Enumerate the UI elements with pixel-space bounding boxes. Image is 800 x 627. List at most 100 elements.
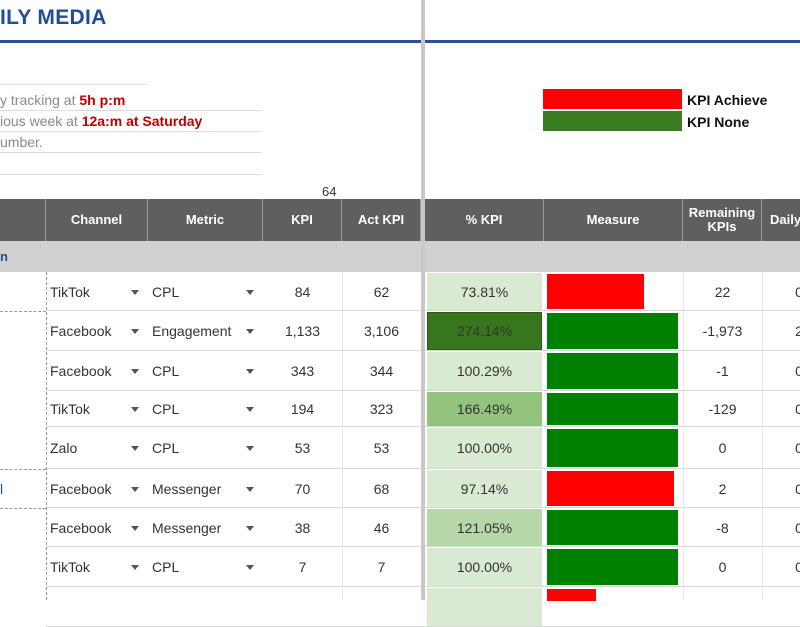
- channel-cell[interactable]: Zalo: [50, 440, 78, 456]
- note-number: umber.: [0, 134, 43, 150]
- pct-kpi-cell[interactable]: 100.00%: [427, 428, 542, 468]
- row-count: 64: [322, 184, 337, 199]
- remaining-kpis-cell[interactable]: 2: [718, 480, 727, 497]
- daily-cell[interactable]: 0: [795, 480, 800, 497]
- kpi-cell[interactable]: 1,133: [284, 323, 321, 339]
- channel-cell[interactable]: TikTok: [50, 401, 90, 417]
- kpi-cell[interactable]: 343: [290, 363, 315, 379]
- metric-cell[interactable]: Messenger: [152, 480, 222, 497]
- header-act-kpi[interactable]: Act KPI: [342, 199, 421, 241]
- daily-cell[interactable]: 0: [795, 440, 800, 456]
- channel-cell[interactable]: Facebook: [50, 480, 112, 497]
- measure-bar: [547, 393, 678, 425]
- kpi-cell[interactable]: 7: [298, 559, 307, 575]
- act-kpi-cell[interactable]: 344: [369, 363, 394, 379]
- remaining-kpis-cell[interactable]: 22: [714, 283, 731, 300]
- daily-cell[interactable]: 0: [795, 401, 800, 417]
- act-kpi-cell[interactable]: 46: [373, 519, 390, 536]
- channel-dropdown-icon[interactable]: [131, 369, 139, 374]
- daily-cell[interactable]: 2: [795, 323, 800, 339]
- kpi-cell[interactable]: 38: [294, 519, 311, 536]
- metric-cell[interactable]: CPL: [152, 283, 180, 300]
- act-kpi-cell[interactable]: 3,106: [363, 323, 400, 339]
- remaining-kpis-cell[interactable]: -129: [708, 401, 737, 417]
- measure-bar: [547, 510, 678, 545]
- metric-cell[interactable]: Messenger: [152, 519, 222, 536]
- metric-cell[interactable]: CPL: [152, 440, 180, 456]
- kpi-cell[interactable]: 194: [290, 401, 315, 417]
- remaining-kpis-cell[interactable]: -8: [716, 519, 729, 536]
- metric-dropdown-icon[interactable]: [246, 525, 254, 531]
- channel-dropdown-icon[interactable]: [131, 289, 139, 295]
- metric-cell[interactable]: CPL: [152, 363, 180, 379]
- channel-cell[interactable]: TikTok: [50, 283, 90, 300]
- metric-cell[interactable]: Engagement: [152, 323, 232, 339]
- metric-cell[interactable]: CPL: [152, 401, 180, 417]
- act-kpi-cell[interactable]: 323: [369, 401, 394, 417]
- act-kpi-cell[interactable]: 53: [373, 440, 390, 456]
- group-border: [0, 311, 46, 312]
- note-divider: [0, 84, 147, 85]
- channel-cell[interactable]: TikTok: [50, 559, 90, 575]
- header-channel[interactable]: Channel: [46, 199, 148, 241]
- header-remaining-kpis[interactable]: Remaining KPIs: [683, 199, 762, 241]
- column-divider: [762, 272, 763, 600]
- pct-kpi-cell[interactable]: [427, 588, 542, 626]
- channel-cell[interactable]: Facebook: [50, 519, 112, 536]
- metric-dropdown-icon[interactable]: [246, 329, 254, 334]
- daily-cell[interactable]: 0: [795, 283, 800, 300]
- metric-dropdown-icon[interactable]: [246, 289, 254, 295]
- channel-dropdown-icon[interactable]: [131, 525, 139, 531]
- legend-swatch-achieve: [543, 89, 682, 109]
- metric-dropdown-icon[interactable]: [246, 407, 254, 412]
- remaining-kpis-cell[interactable]: 0: [718, 440, 727, 456]
- kpi-cell[interactable]: 84: [294, 283, 311, 300]
- header-measure[interactable]: Measure: [544, 199, 683, 241]
- group-label: n: [0, 249, 8, 264]
- kpi-cell[interactable]: 53: [294, 440, 311, 456]
- act-kpi-cell[interactable]: 7: [377, 559, 386, 575]
- channel-cell[interactable]: Facebook: [50, 323, 112, 339]
- kpi-cell[interactable]: 70: [294, 480, 311, 497]
- measure-bar: [547, 471, 674, 506]
- channel-dropdown-icon[interactable]: [131, 446, 139, 451]
- legend-label-none: KPI None: [687, 114, 750, 130]
- pct-kpi-cell[interactable]: 73.81%: [427, 273, 542, 310]
- header-pct-kpi[interactable]: % KPI: [425, 199, 544, 241]
- note-divider: [0, 110, 262, 111]
- metric-dropdown-icon[interactable]: [246, 446, 254, 451]
- remaining-kpis-cell[interactable]: 0: [718, 559, 727, 575]
- pct-kpi-cell[interactable]: 121.05%: [427, 509, 542, 546]
- channel-dropdown-icon[interactable]: [131, 329, 139, 334]
- metric-dropdown-icon[interactable]: [246, 369, 254, 374]
- remaining-kpis-cell[interactable]: -1: [716, 363, 729, 379]
- pct-kpi-cell[interactable]: 100.00%: [427, 548, 542, 586]
- channel-dropdown-icon[interactable]: [131, 407, 139, 412]
- metric-dropdown-icon[interactable]: [246, 486, 254, 492]
- metric-dropdown-icon[interactable]: [246, 565, 254, 570]
- channel-dropdown-icon[interactable]: [131, 486, 139, 492]
- channel-cell[interactable]: Facebook: [50, 363, 112, 379]
- freeze-pane-divider[interactable]: [421, 0, 425, 600]
- metric-cell[interactable]: CPL: [152, 559, 180, 575]
- pct-kpi-cell[interactable]: 100.29%: [427, 352, 542, 390]
- page-title: ILY MEDIA: [0, 6, 107, 29]
- daily-cell[interactable]: 0: [795, 519, 800, 536]
- pct-kpi-cell[interactable]: 274.14%: [427, 312, 542, 350]
- title-underline: [0, 40, 800, 43]
- header-daily[interactable]: Daily: [762, 199, 800, 241]
- header-kpi[interactable]: KPI: [263, 199, 342, 241]
- group-band: [0, 241, 800, 272]
- daily-cell[interactable]: 0: [795, 363, 800, 379]
- act-kpi-cell[interactable]: 62: [373, 283, 390, 300]
- pct-kpi-cell[interactable]: 166.49%: [427, 392, 542, 426]
- header-metric[interactable]: Metric: [148, 199, 263, 241]
- channel-dropdown-icon[interactable]: [131, 565, 139, 570]
- pct-kpi-cell[interactable]: 97.14%: [427, 470, 542, 507]
- measure-bar: [547, 589, 596, 601]
- note-divider: [0, 131, 262, 132]
- header-blank[interactable]: [0, 199, 46, 241]
- daily-cell[interactable]: 0: [795, 559, 800, 575]
- remaining-kpis-cell[interactable]: -1,973: [702, 323, 743, 339]
- act-kpi-cell[interactable]: 68: [373, 480, 390, 497]
